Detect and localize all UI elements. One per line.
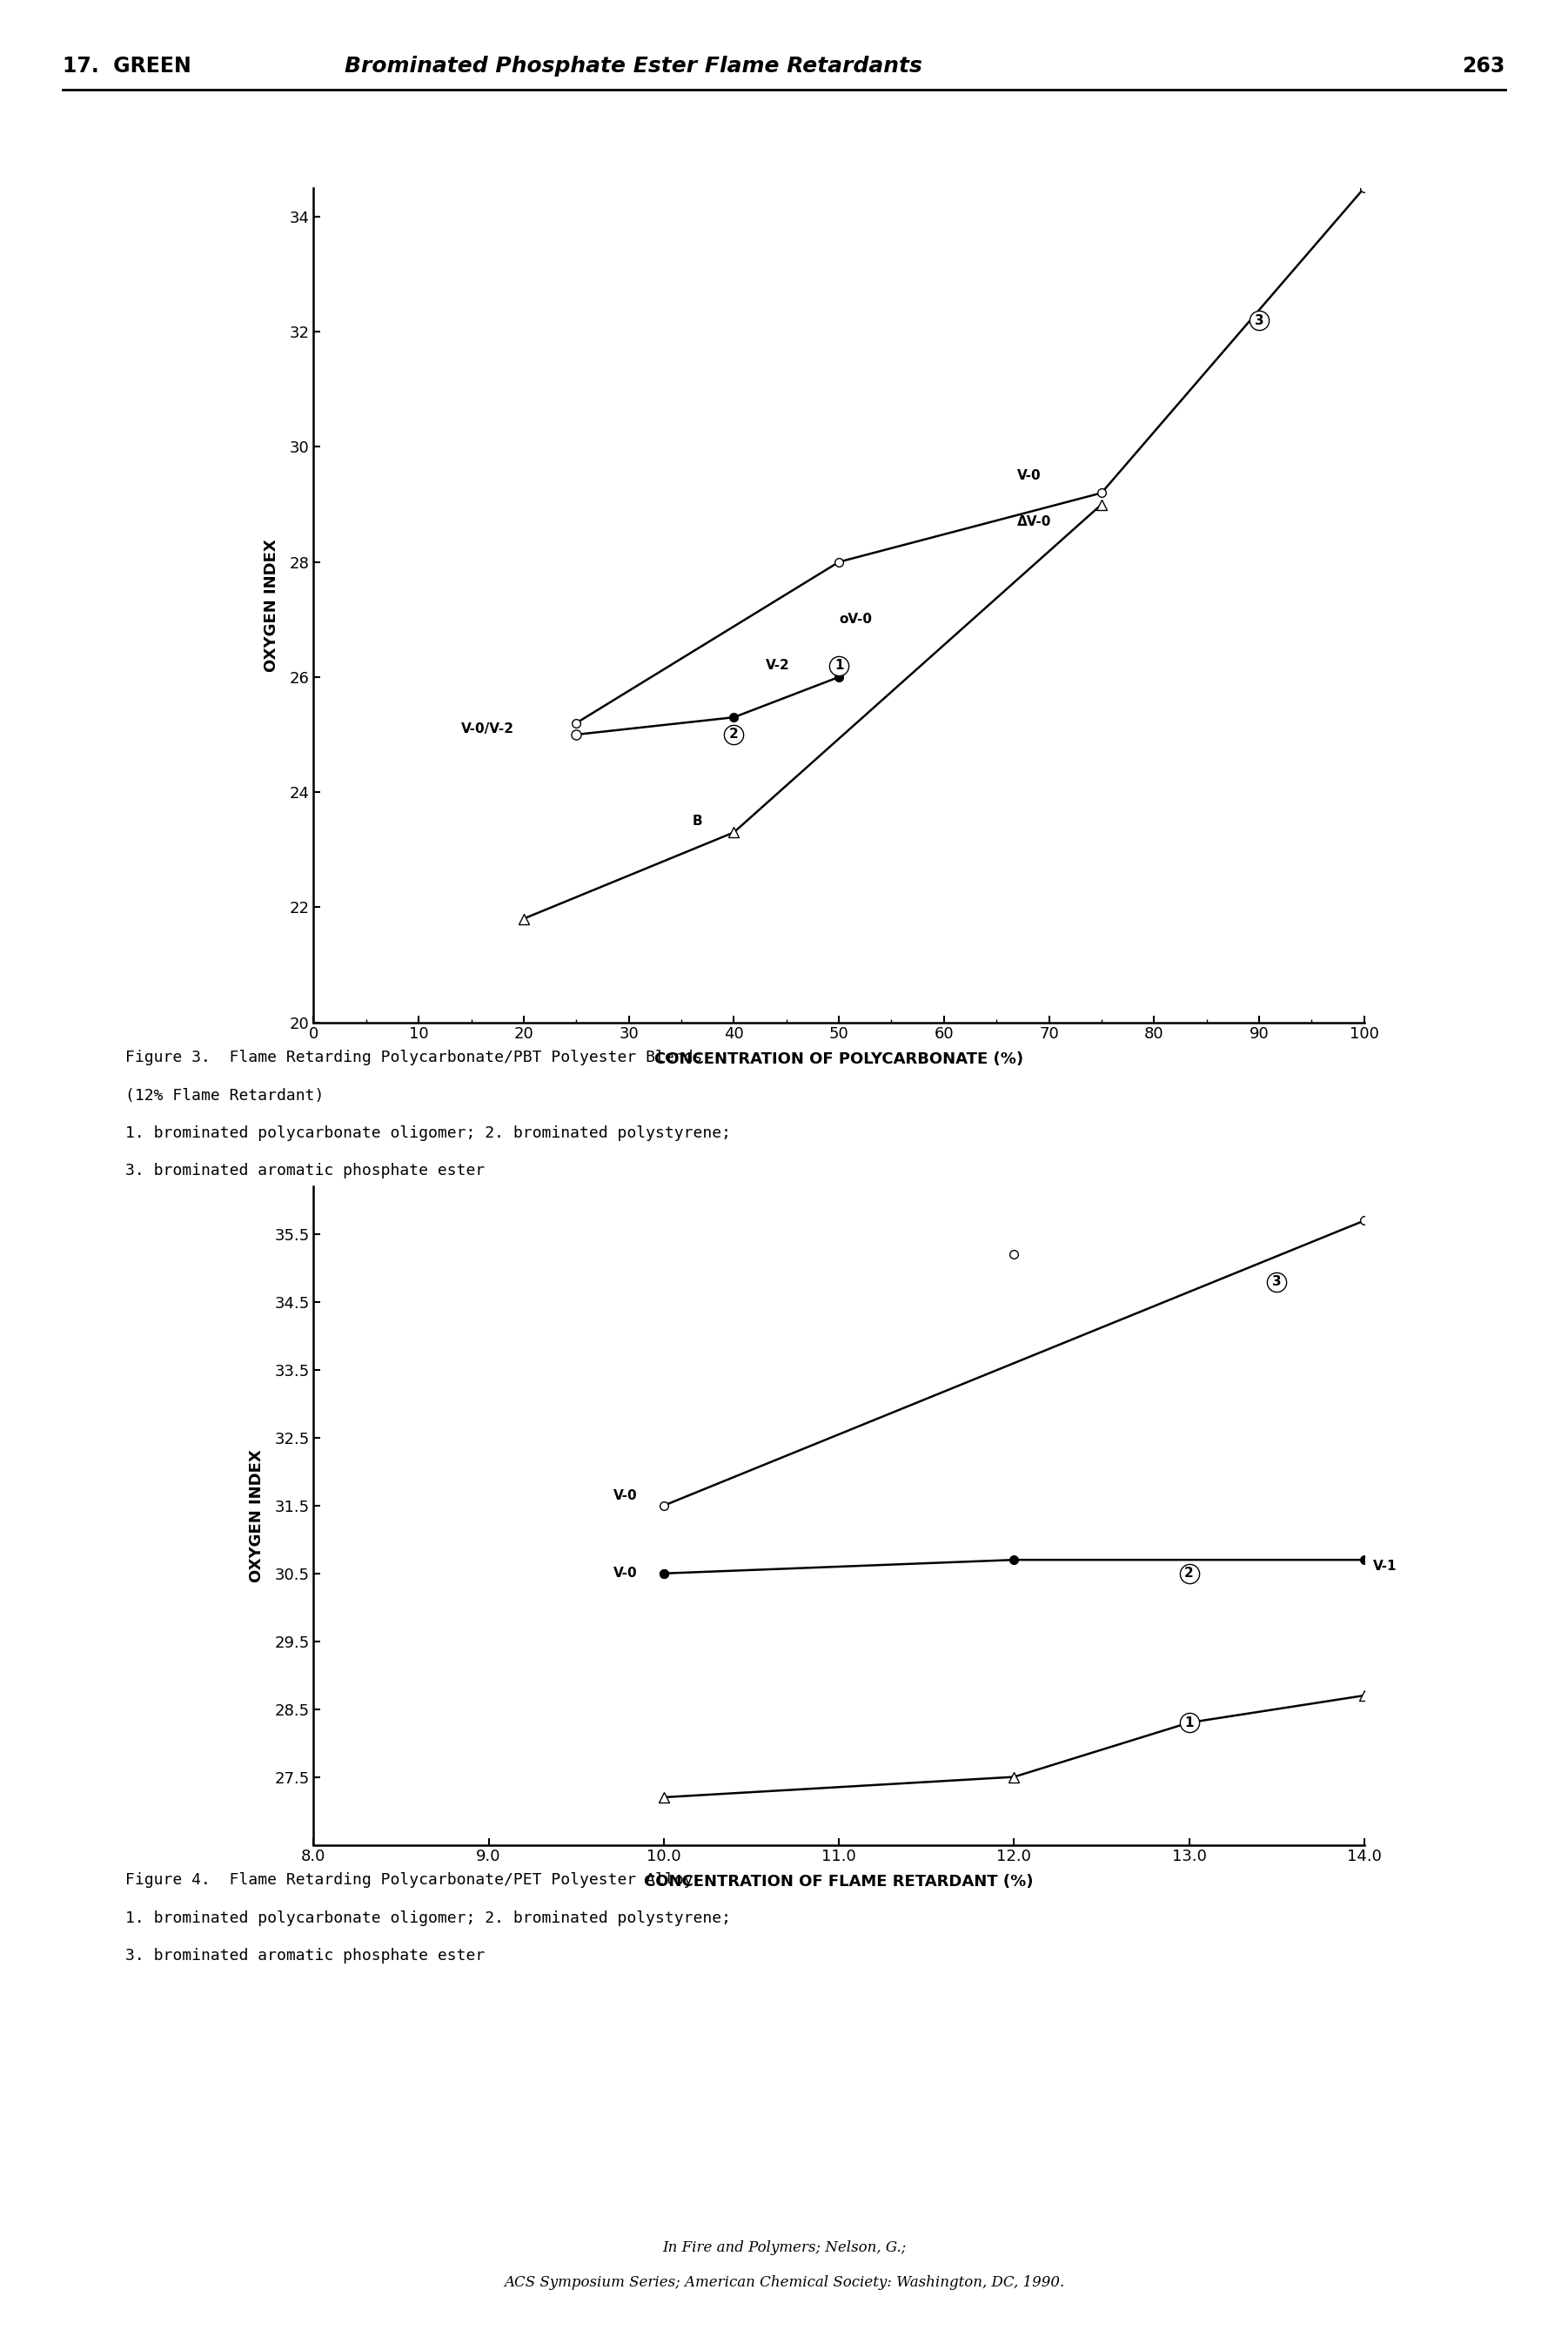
Text: 1: 1: [1184, 1716, 1193, 1730]
Text: 1. brominated polycarbonate oligomer; 2. brominated polystyrene;: 1. brominated polycarbonate oligomer; 2.…: [125, 1126, 731, 1140]
Text: V-0: V-0: [613, 1490, 638, 1502]
Text: 17.  GREEN: 17. GREEN: [63, 56, 191, 75]
Text: Brominated Phosphate Ester Flame Retardants: Brominated Phosphate Ester Flame Retarda…: [345, 56, 922, 75]
Text: Figure 3.  Flame Retarding Polycarbonate/PBT Polyester Blends: Figure 3. Flame Retarding Polycarbonate/…: [125, 1050, 702, 1065]
Text: 3. brominated aromatic phosphate ester: 3. brominated aromatic phosphate ester: [125, 1163, 485, 1177]
X-axis label: CONCENTRATION OF POLYCARBONATE (%): CONCENTRATION OF POLYCARBONATE (%): [654, 1053, 1024, 1067]
Text: ACS Symposium Series; American Chemical Society: Washington, DC, 1990.: ACS Symposium Series; American Chemical …: [503, 2275, 1065, 2289]
Text: V-1: V-1: [1374, 1560, 1397, 1572]
X-axis label: CONCENTRATION OF FLAME RETARDANT (%): CONCENTRATION OF FLAME RETARDANT (%): [644, 1875, 1033, 1889]
Text: 1. brominated polycarbonate oligomer; 2. brominated polystyrene;: 1. brominated polycarbonate oligomer; 2.…: [125, 1911, 731, 1925]
Text: V-0/V-2: V-0/V-2: [461, 721, 514, 736]
Text: 3: 3: [1254, 315, 1264, 327]
Y-axis label: OXYGEN INDEX: OXYGEN INDEX: [249, 1450, 265, 1582]
Text: In Fire and Polymers; Nelson, G.;: In Fire and Polymers; Nelson, G.;: [662, 2240, 906, 2254]
Text: V-0: V-0: [1018, 470, 1041, 482]
Text: ΔV-0: ΔV-0: [1018, 515, 1052, 529]
Text: (12% Flame Retardant): (12% Flame Retardant): [125, 1088, 325, 1102]
Text: 2: 2: [1184, 1567, 1193, 1579]
Text: V-2: V-2: [765, 658, 789, 672]
Text: 1: 1: [834, 658, 844, 672]
Text: B: B: [691, 815, 702, 827]
Text: Figure 4.  Flame Retarding Polycarbonate/PET Polyester Alloy: Figure 4. Flame Retarding Polycarbonate/…: [125, 1873, 693, 1887]
Text: oV-0: oV-0: [839, 613, 872, 625]
Text: 3. brominated aromatic phosphate ester: 3. brominated aromatic phosphate ester: [125, 1948, 485, 1962]
Text: 2: 2: [729, 728, 739, 740]
Y-axis label: OXYGEN INDEX: OXYGEN INDEX: [263, 538, 279, 672]
Text: 3: 3: [1272, 1276, 1281, 1288]
Text: 263: 263: [1463, 56, 1505, 75]
Text: V-0: V-0: [613, 1567, 638, 1579]
